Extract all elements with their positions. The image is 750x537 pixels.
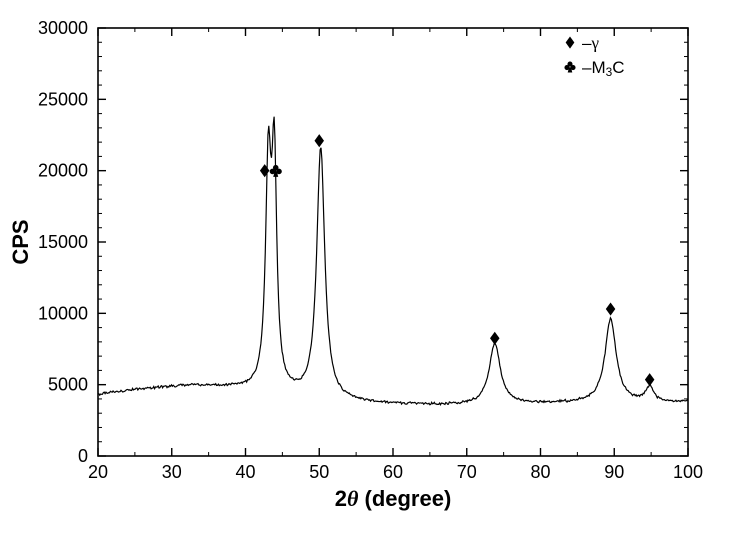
x-tick-label: 20 (88, 462, 108, 482)
x-tick-label: 30 (162, 462, 182, 482)
x-tick-label: 80 (530, 462, 550, 482)
x-tick-label: 70 (457, 462, 477, 482)
legend-label: –M3C (582, 58, 625, 79)
legend-label: –γ (582, 34, 599, 53)
y-axis-label: CPS (8, 219, 33, 264)
y-tick-label: 30000 (38, 18, 88, 38)
y-tick-label: 5000 (48, 375, 88, 395)
x-tick-label: 50 (309, 462, 329, 482)
x-axis-label: 2θ (degree) (335, 486, 452, 511)
y-tick-label: 0 (78, 446, 88, 466)
y-tick-label: 15000 (38, 232, 88, 252)
x-tick-label: 60 (383, 462, 403, 482)
xrd-chart: 20 30 40 50 60 70 80 90 100 0 5000 10000 15000 20000 2… (0, 0, 750, 537)
x-tick-label: 90 (604, 462, 624, 482)
x-tick-label: 40 (235, 462, 255, 482)
y-tick-label: 25000 (38, 89, 88, 109)
x-tick-label: 100 (673, 462, 703, 482)
y-tick-label: 10000 (38, 303, 88, 323)
y-tick-label: 20000 (38, 161, 88, 181)
